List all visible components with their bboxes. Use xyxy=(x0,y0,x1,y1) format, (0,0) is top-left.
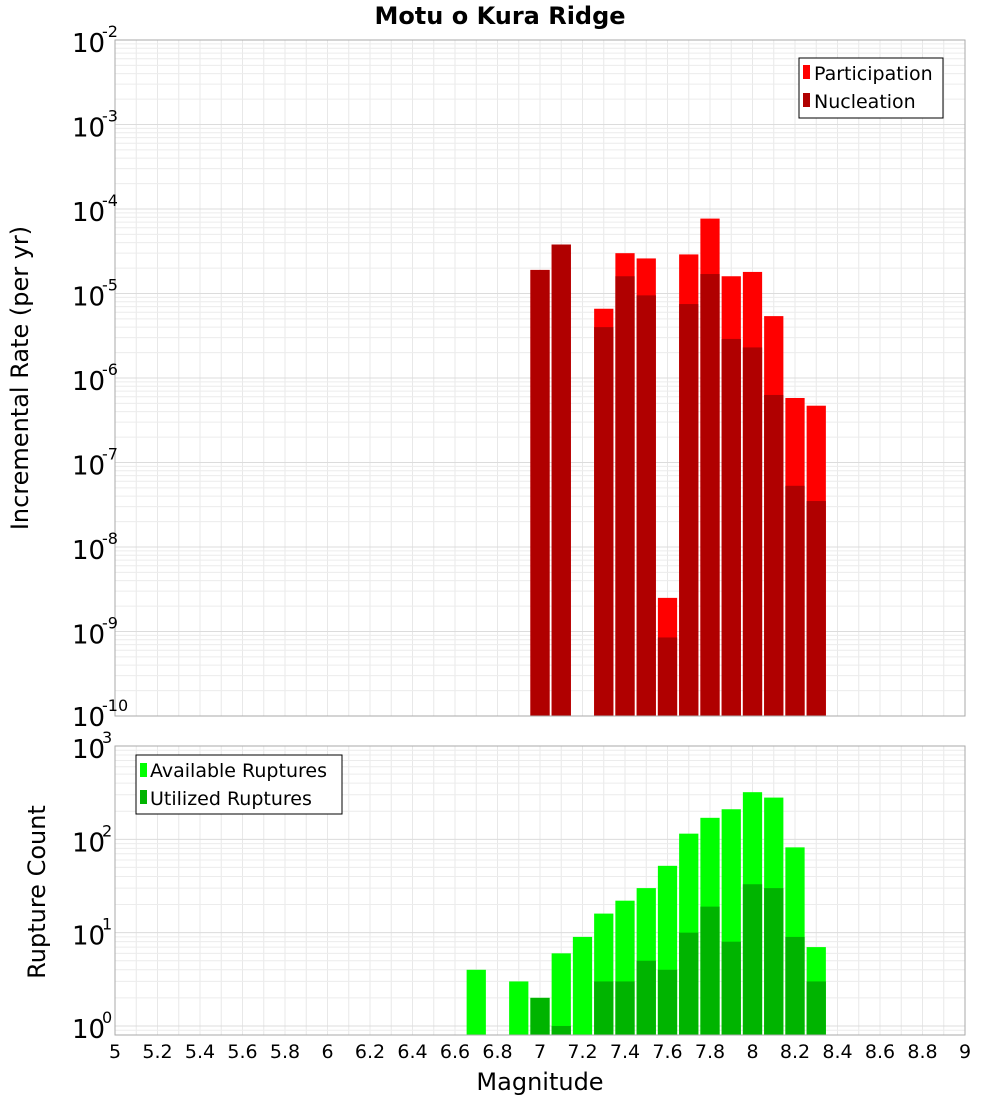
nucleation-bar-11 xyxy=(806,501,826,716)
top-y-tick-base-3: 10 xyxy=(72,452,105,482)
legend-available-swatch xyxy=(140,763,147,777)
top-y-tick-exp-6: -4 xyxy=(102,191,118,210)
utilized-bar-10 xyxy=(700,906,720,1035)
bottom-y-tick-exp-0: 0 xyxy=(102,1008,112,1027)
utilized-bar-12 xyxy=(742,884,763,1035)
top-y-tick-exp-7: -3 xyxy=(102,107,118,126)
available-bar-3 xyxy=(551,953,571,1035)
x-tick-0: 5 xyxy=(109,1041,121,1063)
x-tick-6: 6.2 xyxy=(355,1041,385,1063)
x-tick-12: 7.4 xyxy=(610,1041,640,1063)
nucleation-bar-3 xyxy=(615,276,635,716)
bottom-panel-frame xyxy=(114,745,966,1036)
bottom-y-tick-exp-2: 2 xyxy=(102,821,112,840)
bottom-y-tick-base-0: 10 xyxy=(72,1015,105,1045)
legend-participation-label: Participation xyxy=(814,63,933,85)
available-bar-1 xyxy=(509,981,529,1035)
bottom-y-tick-base-3: 10 xyxy=(72,735,105,765)
top-y-tick-base-5: 10 xyxy=(72,283,105,313)
legend-available-label: Available Ruptures xyxy=(150,760,327,782)
top-y-tick-exp-1: -9 xyxy=(102,614,118,633)
legend-utilized-swatch xyxy=(140,790,147,804)
utilized-bar-11 xyxy=(721,941,741,1035)
x-tick-10: 7 xyxy=(534,1041,546,1063)
bottom-y-tick-exp-1: 1 xyxy=(102,915,112,934)
bottom-panel-bars xyxy=(466,792,826,1035)
top-y-tick-exp-0: -10 xyxy=(102,696,128,715)
x-tick-2: 5.4 xyxy=(185,1041,215,1063)
top-y-tick-exp-5: -5 xyxy=(102,276,118,295)
bottom-y-tick-base-2: 10 xyxy=(72,828,105,858)
x-tick-4: 5.8 xyxy=(270,1041,300,1063)
top-y-tick-base-6: 10 xyxy=(72,198,105,228)
chart-title: Motu o Kura Ridge xyxy=(374,2,625,30)
x-tick-18: 8.6 xyxy=(865,1041,895,1063)
top-y-tick-base-2: 10 xyxy=(72,536,105,566)
top-y-tick-exp-4: -6 xyxy=(102,360,118,379)
utilized-bar-15 xyxy=(806,981,826,1035)
nucleation-bar-2 xyxy=(594,327,614,716)
top-panel-frame xyxy=(114,39,966,717)
x-tick-11: 7.2 xyxy=(567,1041,597,1063)
x-tick-19: 8.8 xyxy=(907,1041,937,1063)
utilized-bar-3 xyxy=(551,1025,571,1035)
utilized-bar-5 xyxy=(594,981,614,1035)
nucleation-bar-4 xyxy=(636,295,656,716)
nucleation-bar-6 xyxy=(700,274,720,716)
top-y-tick-exp-8: -2 xyxy=(102,22,118,41)
utilized-bar-6 xyxy=(615,981,635,1035)
top-legend: Participation Nucleation xyxy=(798,57,944,119)
bottom-y-tick-base-1: 10 xyxy=(72,922,105,952)
nucleation-bar-9 xyxy=(764,394,784,716)
top-y-tick-base-1: 10 xyxy=(72,621,105,651)
x-tick-7: 6.4 xyxy=(397,1041,427,1063)
bottom-y-tick-exp-3: 3 xyxy=(102,728,112,747)
x-tick-15: 8 xyxy=(746,1041,758,1063)
x-ticks: 5 5.2 5.4 5.6 5.8 6 6.2 6.4 6.6 6.8 7 7.2 7.4 7.6 7.8 8… xyxy=(109,1041,971,1063)
x-tick-13: 7.6 xyxy=(652,1041,682,1063)
nucleation-bar-extra xyxy=(657,637,678,716)
legend-participation-swatch xyxy=(803,65,810,79)
x-tick-3: 5.6 xyxy=(227,1041,257,1063)
x-tick-8: 6.6 xyxy=(440,1041,470,1063)
x-tick-5: 6 xyxy=(321,1041,333,1063)
nucleation-bar-5 xyxy=(679,304,699,716)
x-tick-17: 8.4 xyxy=(822,1041,852,1063)
top-y-tick-base-7: 10 xyxy=(72,114,105,144)
bottom-y-axis-label: Rupture Count xyxy=(23,805,51,979)
top-y-tick-exp-2: -8 xyxy=(102,529,118,548)
utilized-bar-14 xyxy=(785,936,805,1035)
top-panel-bars xyxy=(530,218,826,716)
available-bar-0 xyxy=(466,969,486,1035)
legend-nucleation-label: Nucleation xyxy=(814,91,916,113)
x-tick-16: 8.2 xyxy=(780,1041,810,1063)
top-y-tick-base-8: 10 xyxy=(72,29,105,59)
utilized-bar-8 xyxy=(657,969,678,1035)
x-tick-1: 5.2 xyxy=(142,1041,172,1063)
available-bar-4 xyxy=(572,936,593,1035)
legend-nucleation-swatch xyxy=(803,93,810,107)
top-y-axis-label: Incremental Rate (per yr) xyxy=(6,226,34,530)
x-tick-20: 9 xyxy=(959,1041,971,1063)
nucleation-bar-0 xyxy=(530,269,550,716)
x-axis-label: Magnitude xyxy=(476,1068,603,1096)
nucleation-bar-10 xyxy=(785,485,805,716)
nucleation-bar-8 xyxy=(742,347,763,716)
top-y-tick-base-4: 10 xyxy=(72,367,105,397)
x-tick-9: 6.8 xyxy=(482,1041,512,1063)
top-y-tick-exp-3: -7 xyxy=(102,445,118,464)
utilized-bar-9 xyxy=(679,932,699,1035)
legend-utilized-label: Utilized Ruptures xyxy=(150,788,312,810)
utilized-bar-7 xyxy=(636,960,656,1035)
x-tick-14: 7.8 xyxy=(695,1041,725,1063)
utilized-bar-13 xyxy=(764,888,784,1035)
nucleation-bar-1 xyxy=(551,244,571,716)
nucleation-bar-7 xyxy=(721,338,741,716)
top-y-tick-base-0: 10 xyxy=(72,703,105,733)
utilized-bar-2 xyxy=(530,997,550,1035)
bottom-legend: Available Ruptures Utilized Ruptures xyxy=(135,754,343,815)
